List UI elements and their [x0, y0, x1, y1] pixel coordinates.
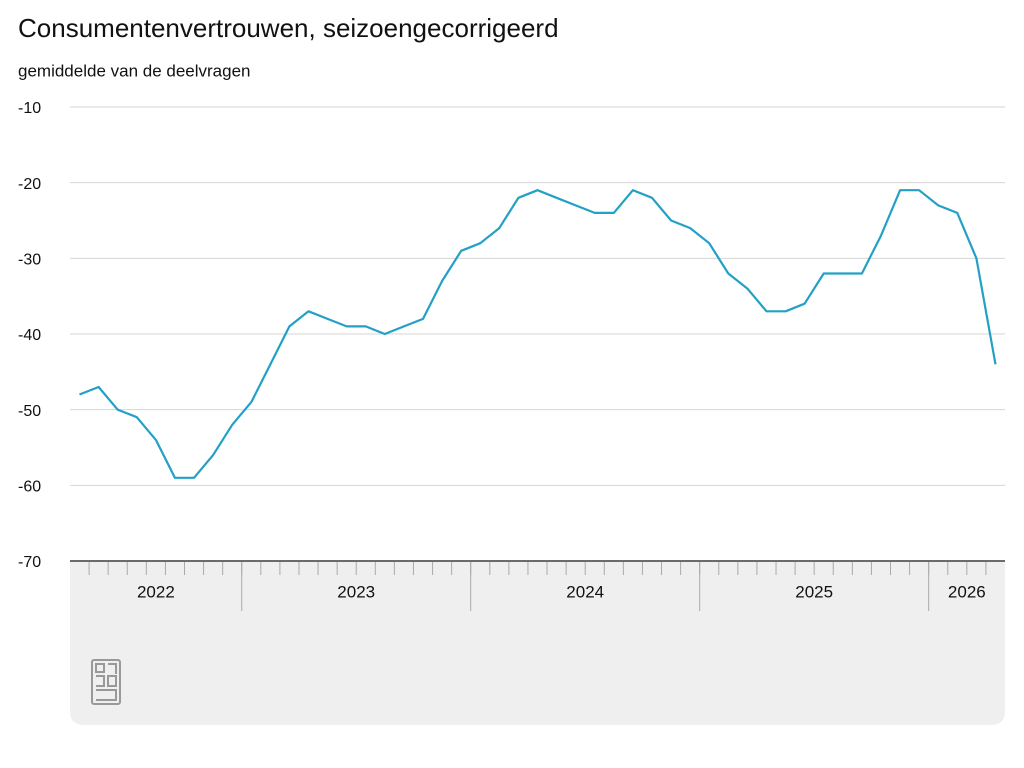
y-tick-label: -30 — [18, 252, 41, 269]
x-group-label: 2022 — [137, 582, 175, 601]
y-tick-label: -10 — [18, 100, 41, 117]
x-group-label: 2026 — [948, 582, 986, 601]
x-group-label: 2025 — [795, 582, 833, 601]
chart-subtitle: gemiddelde van de deelvragen — [18, 61, 251, 80]
line-series — [79, 189, 997, 479]
x-group-label: 2024 — [566, 582, 604, 601]
y-tick-label: -50 — [18, 403, 41, 420]
x-group-label: 2023 — [337, 582, 375, 601]
logo — [91, 659, 121, 705]
y-tick-label: -40 — [18, 327, 41, 344]
x-axis-panel — [70, 561, 1005, 725]
y-tick-label: -20 — [18, 176, 41, 193]
y-tick-label: -60 — [18, 479, 41, 496]
chart-title: Consumentenvertrouwen, seizoengecorrigee… — [18, 13, 559, 43]
y-tick-label: -70 — [18, 554, 41, 571]
